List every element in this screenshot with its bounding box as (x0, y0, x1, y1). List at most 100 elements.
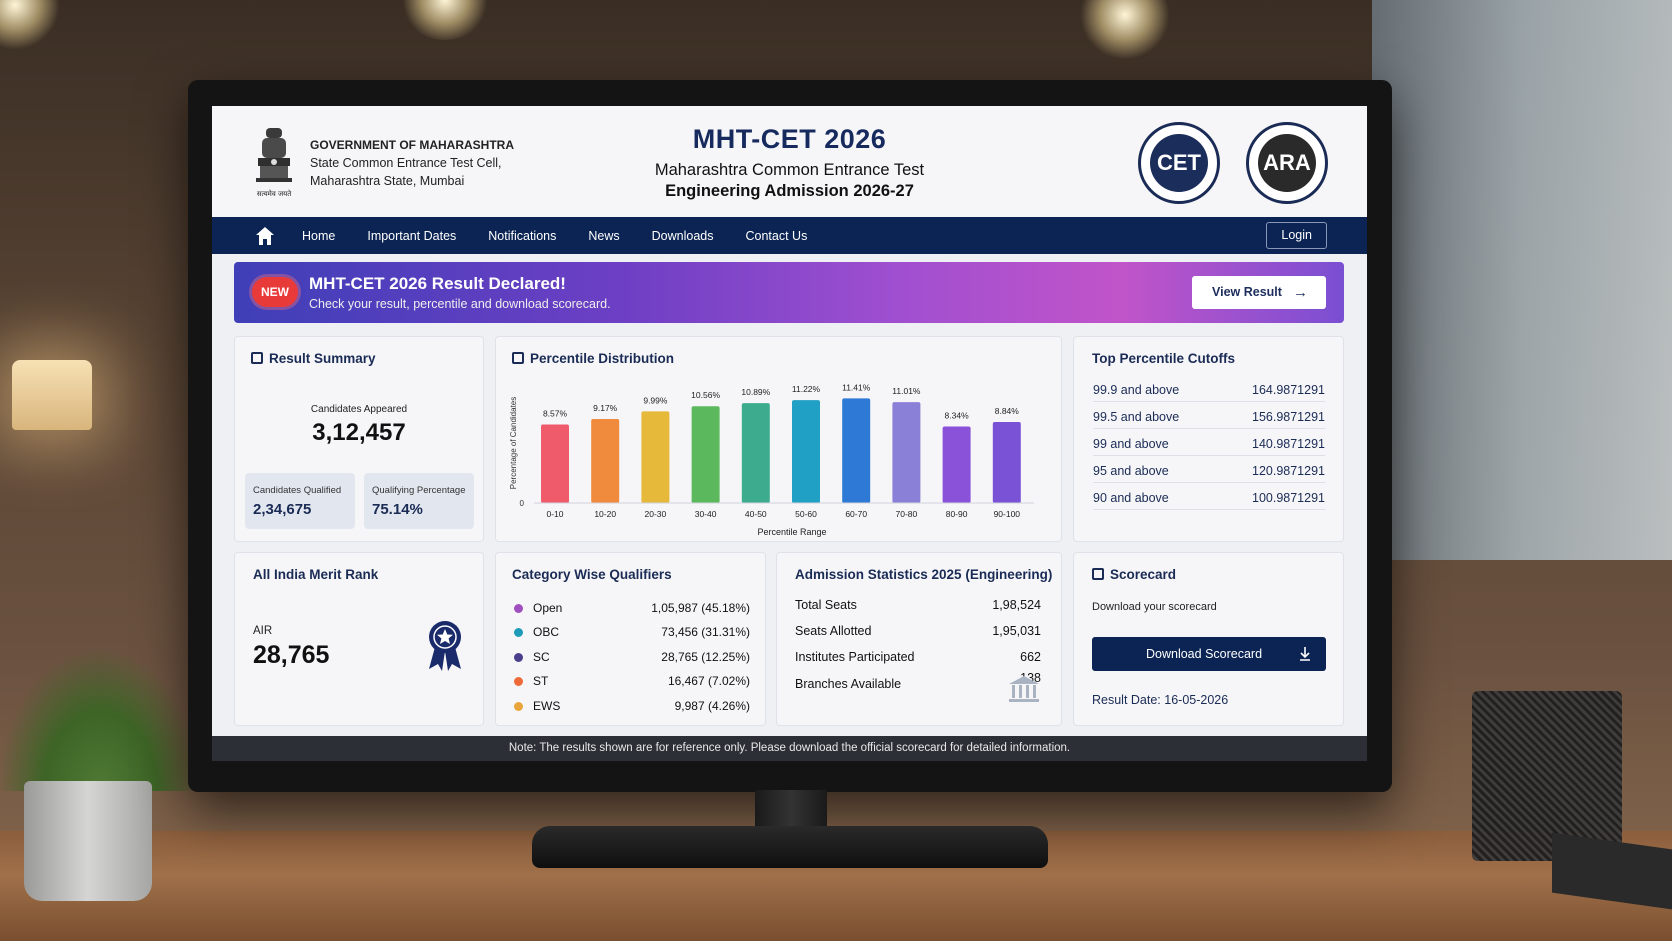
gov-name: GOVERNMENT OF MAHARASHTRA (310, 138, 514, 152)
gov-location: Maharashtra State, Mumbai (310, 174, 465, 188)
plant-leaves (0, 651, 200, 791)
admission-statistics-card: Admission Statistics 2025 (Engineering) … (776, 552, 1062, 726)
ceiling-light (0, 0, 60, 50)
cet-seal-text: CET (1150, 134, 1208, 192)
category-label: OBC (533, 625, 560, 639)
qualified-box: Candidates Qualified 2,34,675 (245, 473, 355, 529)
download-icon (1300, 647, 1310, 661)
data-label: 10.89% (741, 387, 770, 397)
admission-label: Branches Available (795, 677, 902, 691)
x-axis-label: Percentile Range (757, 527, 826, 537)
bar-30-40 (691, 406, 720, 503)
home-icon[interactable] (254, 225, 276, 247)
category-label: EWS (533, 699, 561, 713)
bar-10-20 (591, 418, 620, 503)
bar-60-70 (842, 398, 871, 503)
qualified-label: Candidates Qualified (253, 485, 342, 496)
login-button[interactable]: Login (1266, 222, 1327, 249)
state-emblem-icon: सत्यमेव जयते (256, 128, 292, 198)
result-date: Result Date: 16-05-2026 (1092, 693, 1229, 707)
ara-seal-text: ARA (1258, 134, 1316, 192)
admission-label: Total Seats (795, 598, 857, 612)
category-label: SC (533, 650, 550, 664)
banner-subtext: Check your result, percentile and downlo… (309, 297, 611, 311)
admission-statistics-title: Admission Statistics 2025 (Engineering) (795, 567, 1053, 582)
x-tick-label: 60-70 (845, 509, 867, 519)
result-summary-card: Result Summary Candidates Appeared 3,12,… (234, 336, 484, 542)
nav-contact-us[interactable]: Contact Us (745, 228, 808, 243)
nav-downloads[interactable]: Downloads (651, 228, 714, 243)
award-medal-icon (429, 621, 461, 671)
nav-notifications[interactable]: Notifications (488, 228, 557, 243)
download-scorecard-button[interactable]: Download Scorecard (1092, 637, 1326, 671)
bar-20-30 (641, 411, 670, 503)
scorecard-icon (1092, 568, 1104, 580)
category-dot (514, 628, 523, 637)
disclaimer-note: Note: The results shown are for referenc… (212, 736, 1367, 761)
summary-icon (251, 352, 263, 364)
qualified-value: 2,34,675 (253, 501, 312, 518)
new-badge: NEW (252, 277, 298, 307)
scorecard-title: Scorecard (1110, 567, 1177, 582)
plant-pot (24, 781, 152, 901)
percentile-bar-chart: 8.57% 0-10 9.17% 10-20 9.99% 20-30 10.56% 30-40… (509, 382, 1034, 537)
category-value: 16,467 (7.02%) (667, 674, 750, 688)
cutoff-label: 99.9 and above (1093, 383, 1180, 397)
cutoff-row: 95 and above 120.9871291 (1093, 456, 1325, 483)
data-label: 9.17% (593, 403, 618, 413)
data-label: 11.01% (892, 386, 921, 396)
x-tick-label: 30-40 (695, 509, 717, 519)
nav-news[interactable]: News (588, 228, 620, 243)
cutoff-value: 120.9871291 (1252, 464, 1325, 478)
data-label: 8.34% (945, 411, 970, 421)
qualifying-percentage-value: 75.14% (372, 501, 423, 518)
result-banner: NEW MHT-CET 2026 Result Declared! Check … (234, 262, 1344, 323)
air-value: 28,765 (253, 641, 330, 669)
view-result-button[interactable]: View Result → (1192, 276, 1326, 309)
admission-value: 662 (1020, 650, 1041, 664)
cutoff-row: 90 and above 100.9871291 (1093, 483, 1325, 510)
scorecard-card: Scorecard Download your scorecard Downlo… (1073, 552, 1344, 726)
ceiling-light (1080, 0, 1170, 60)
data-label: 11.41% (842, 382, 871, 392)
bar-0-10 (541, 424, 569, 503)
candidates-appeared-value: 3,12,457 (312, 419, 406, 446)
merit-rank-title: All India Merit Rank (253, 567, 379, 582)
category-dot (514, 604, 523, 613)
data-label: 8.84% (995, 406, 1020, 416)
background-window (1372, 0, 1672, 560)
cutoff-value: 140.9871291 (1252, 437, 1325, 451)
qualifying-percentage-box: Qualifying Percentage 75.14% (364, 473, 474, 529)
gov-cell: State Common Entrance Test Cell, (310, 156, 502, 170)
category-dot (514, 677, 523, 686)
scorecard-subtitle: Download your scorecard (1092, 601, 1217, 613)
category-label: ST (533, 674, 549, 688)
ceiling-light (400, 0, 490, 40)
category-dot (514, 702, 523, 711)
cutoff-value: 164.9871291 (1252, 383, 1325, 397)
chart-icon (512, 352, 524, 364)
air-label: AIR (253, 625, 273, 637)
monitor-stand-neck (755, 790, 827, 832)
x-tick-label: 10-20 (594, 509, 616, 519)
qualifying-percentage-label: Qualifying Percentage (372, 485, 466, 496)
x-tick-label: 20-30 (645, 509, 667, 519)
category-value: 1,05,987 (45.18%) (651, 601, 750, 615)
data-label: 8.57% (543, 408, 568, 418)
pen-holder (1472, 691, 1622, 861)
admission-label: Seats Allotted (795, 624, 872, 638)
admission-label: Institutes Participated (795, 650, 915, 664)
percentile-distribution-title: Percentile Distribution (530, 351, 675, 366)
page-subtitle-admission: Engineering Admission 2026-27 (665, 182, 914, 200)
nav-home[interactable]: Home (302, 228, 336, 243)
category-value: 9,987 (4.26%) (674, 699, 750, 713)
bar-70-80 (892, 402, 921, 503)
bar-50-60 (792, 400, 820, 503)
banner-heading: MHT-CET 2026 Result Declared! (309, 274, 566, 293)
arrow-right-icon: → (1293, 284, 1308, 301)
cutoff-label: 90 and above (1093, 491, 1169, 505)
monitor-stand-base (532, 826, 1048, 868)
download-scorecard-label: Download Scorecard (1146, 647, 1263, 661)
nav-important-dates[interactable]: Important Dates (367, 228, 457, 243)
cutoff-row: 99.5 and above 156.9871291 (1093, 402, 1325, 429)
